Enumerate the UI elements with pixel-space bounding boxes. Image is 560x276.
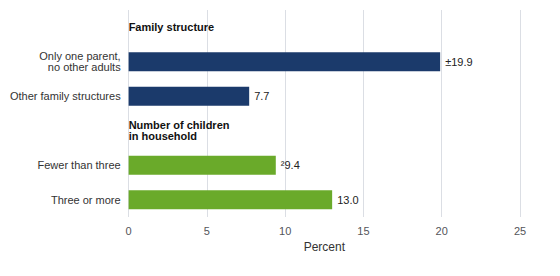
svg-text:Fewer than three: Fewer than three (37, 159, 120, 171)
svg-text:no other adults: no other adults (48, 61, 121, 73)
svg-text:Number of children: Number of children (128, 119, 230, 132)
svg-text:Other family structures: Other family structures (10, 90, 121, 102)
svg-text:²9.4: ²9.4 (281, 159, 300, 171)
svg-text:20: 20 (436, 225, 448, 237)
svg-text:Percent: Percent (304, 240, 346, 254)
svg-text:25: 25 (514, 225, 526, 237)
svg-text:in household: in household (129, 130, 197, 142)
svg-text:0: 0 (126, 225, 132, 237)
svg-text:15: 15 (357, 225, 369, 237)
svg-text:7.7: 7.7 (254, 90, 269, 102)
svg-text:10: 10 (279, 225, 291, 237)
svg-text:Only one parent,: Only one parent, (39, 50, 121, 63)
svg-text:5: 5 (204, 225, 210, 237)
svg-text:Three or more: Three or more (51, 194, 121, 206)
svg-text:Family structure: Family structure (129, 21, 215, 33)
svg-text:13.0: 13.0 (337, 194, 358, 206)
svg-text:±19.9: ±19.9 (445, 56, 472, 68)
